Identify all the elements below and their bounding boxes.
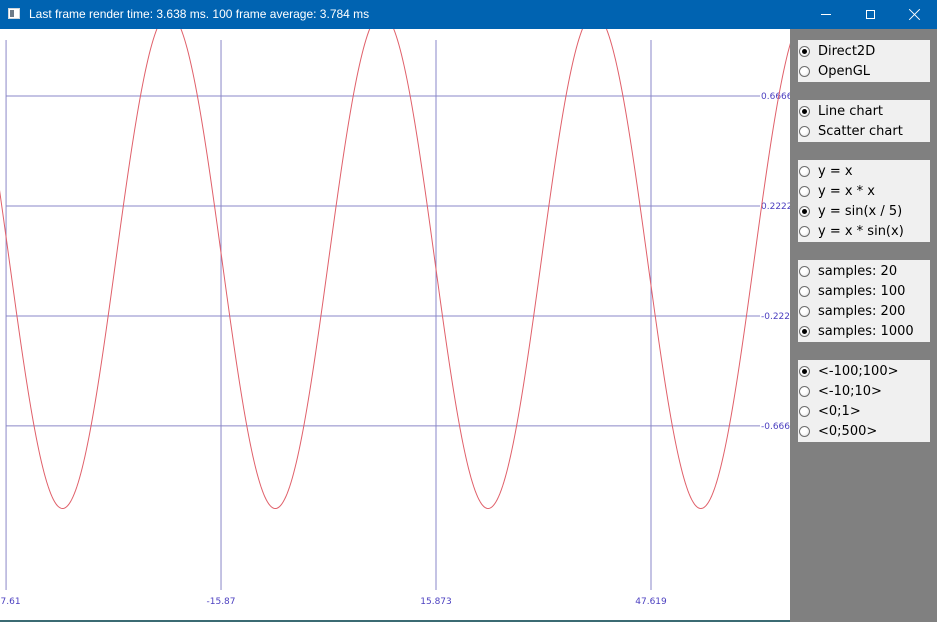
radio-option[interactable]: samples: 100: [798, 281, 930, 301]
radio-option[interactable]: samples: 20: [798, 261, 930, 281]
x-tick-label: -47.61: [0, 597, 21, 607]
radio-option[interactable]: y = x * x: [798, 181, 930, 201]
radio-label: samples: 1000: [818, 323, 914, 339]
series-line: [0, 29, 790, 510]
radio-unchecked-icon[interactable]: [799, 65, 810, 77]
radio-option[interactable]: <-10;10>: [798, 381, 930, 401]
x-tick-label: 47.619: [635, 597, 667, 607]
title-bar[interactable]: Last frame render time: 3.638 ms. 100 fr…: [0, 0, 937, 29]
maximize-button[interactable]: [847, 0, 893, 29]
minimize-icon: [821, 14, 831, 15]
bottom-border: [0, 620, 790, 622]
radio-checked-icon[interactable]: [799, 325, 810, 337]
y-tick-label: 0.2222: [761, 202, 790, 212]
radio-label: y = x * x: [818, 183, 876, 199]
radio-label: y = x * sin(x): [818, 223, 904, 239]
radio-label: Scatter chart: [818, 123, 903, 139]
radio-label: samples: 20: [818, 263, 898, 279]
radio-checked-icon[interactable]: [799, 365, 810, 377]
radio-unchecked-icon[interactable]: [799, 185, 810, 197]
maximize-icon: [865, 10, 875, 19]
samples-group: samples: 20 samples: 100 samples: 200 sampl…: [798, 260, 930, 342]
y-tick-label: -0.222: [761, 312, 790, 322]
close-button[interactable]: [891, 0, 937, 29]
chart-grid: [5, 40, 760, 590]
radio-unchecked-icon[interactable]: [799, 425, 810, 437]
radio-checked-icon[interactable]: [799, 105, 810, 117]
radio-option[interactable]: <0;500>: [798, 421, 930, 441]
radio-option[interactable]: y = x: [798, 161, 930, 181]
radio-label: samples: 100: [818, 283, 906, 299]
radio-label: <0;500>: [818, 423, 878, 439]
radio-option[interactable]: Line chart: [798, 101, 930, 121]
radio-unchecked-icon[interactable]: [799, 385, 810, 397]
radio-unchecked-icon[interactable]: [799, 285, 810, 297]
function-group: y = x y = x * x y = sin(x / 5) y = x * sin(…: [798, 160, 930, 242]
radio-option[interactable]: y = sin(x / 5): [798, 201, 930, 221]
options-sidebar: Direct2D OpenGL Line chart Scatter chart y…: [790, 29, 937, 622]
radio-unchecked-icon[interactable]: [799, 305, 810, 317]
y-tick-label: 0.6666: [761, 92, 790, 102]
radio-option[interactable]: y = x * sin(x): [798, 221, 930, 241]
radio-option[interactable]: samples: 200: [798, 301, 930, 321]
chart-series: [0, 29, 790, 510]
radio-label: <-10;10>: [818, 383, 882, 399]
radio-option[interactable]: OpenGL: [798, 61, 930, 81]
chart-tick-labels: 0.66660.2222-0.222-0.666-79.36-47.61-15.…: [0, 92, 790, 607]
chart-canvas: 0.66660.2222-0.222-0.666-79.36-47.61-15.…: [0, 29, 790, 607]
radio-option[interactable]: <0;1>: [798, 401, 930, 421]
radio-option[interactable]: samples: 1000: [798, 321, 930, 341]
radio-unchecked-icon[interactable]: [799, 225, 810, 237]
radio-unchecked-icon[interactable]: [799, 405, 810, 417]
minimize-button[interactable]: [803, 0, 849, 29]
radio-label: <0;1>: [818, 403, 861, 419]
radio-unchecked-icon[interactable]: [799, 265, 810, 277]
radio-label: Direct2D: [818, 43, 876, 59]
range-group: <-100;100> <-10;10> <0;1> <0;500>: [798, 360, 930, 442]
chart-type-group: Line chart Scatter chart: [798, 100, 930, 142]
radio-option[interactable]: <-100;100>: [798, 361, 930, 381]
renderer-group: Direct2D OpenGL: [798, 40, 930, 82]
radio-label: <-100;100>: [818, 363, 899, 379]
radio-checked-icon[interactable]: [799, 205, 810, 217]
app-icon: [8, 8, 20, 19]
radio-label: OpenGL: [818, 63, 871, 79]
radio-label: Line chart: [818, 103, 884, 119]
radio-label: y = sin(x / 5): [818, 203, 903, 219]
radio-label: y = x: [818, 163, 853, 179]
radio-label: samples: 200: [818, 303, 906, 319]
x-tick-label: 15.873: [420, 597, 452, 607]
radio-option[interactable]: Scatter chart: [798, 121, 930, 141]
radio-option[interactable]: Direct2D: [798, 41, 930, 61]
radio-checked-icon[interactable]: [799, 45, 810, 57]
close-icon: [908, 8, 921, 21]
radio-unchecked-icon[interactable]: [799, 125, 810, 137]
radio-unchecked-icon[interactable]: [799, 165, 810, 177]
window-title: Last frame render time: 3.638 ms. 100 fr…: [29, 7, 370, 21]
x-tick-label: -15.87: [207, 597, 236, 607]
y-tick-label: -0.666: [761, 422, 790, 432]
chart-area: 0.66660.2222-0.222-0.666-79.36-47.61-15.…: [0, 29, 790, 622]
